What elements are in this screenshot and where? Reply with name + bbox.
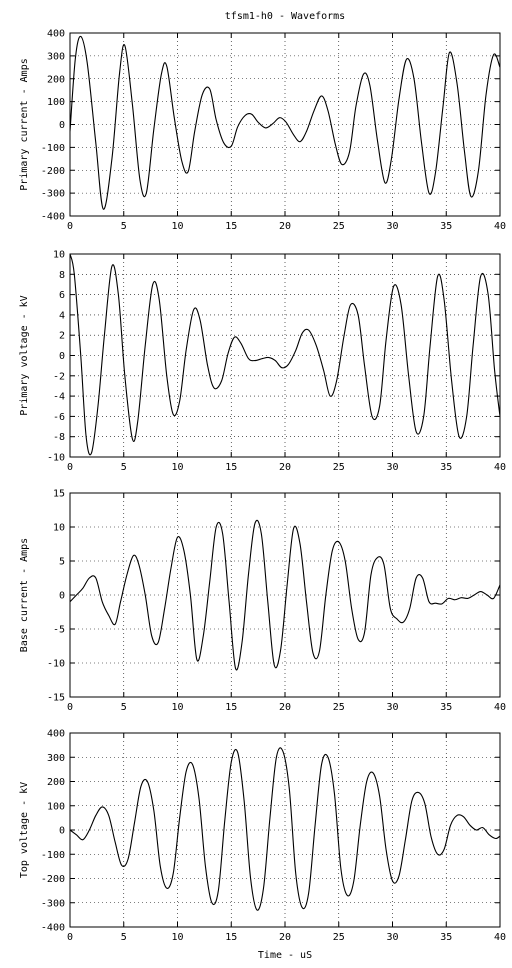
y-tick-label: 10 [53, 250, 65, 261]
y-tick-label: -10 [47, 659, 65, 670]
y-tick-label: 300 [47, 51, 65, 62]
y-tick-label: 300 [47, 753, 65, 764]
x-tick-label: 15 [225, 462, 237, 473]
x-tick-label: 15 [225, 932, 237, 943]
x-tick-label: 30 [386, 702, 398, 713]
y-tick-label: 4 [59, 310, 65, 321]
primary-voltage-kv-trace [70, 254, 500, 456]
x-tick-label: 0 [67, 702, 73, 713]
x-tick-label: 15 [225, 702, 237, 713]
x-tick-label: 25 [333, 221, 345, 232]
y-tick-label: -5 [53, 625, 65, 636]
x-tick-label: 35 [440, 932, 452, 943]
base-current-amps-panel: 0 5 10 15 20 25 30 35 40 -15 -10 -5 0 5 10 15 Base curre… [19, 489, 506, 714]
y-tick-label: 0 [59, 591, 65, 602]
x-tick-label: 10 [171, 932, 183, 943]
y-tick-label: 0 [59, 826, 65, 837]
plot-frame [69, 253, 501, 458]
y-tick-label: -6 [53, 412, 65, 423]
figure-title: tfsm1-h0 - Waveforms [225, 11, 345, 22]
y-tick-label: 100 [47, 97, 65, 108]
y-tick-label: -300 [41, 189, 65, 200]
x-tick-label: 0 [67, 462, 73, 473]
x-tick-label: 10 [171, 221, 183, 232]
x-axis-label: Time - uS [258, 950, 312, 961]
y-tick-label: -15 [47, 693, 65, 704]
x-tick-label: 30 [386, 221, 398, 232]
y-tick-label: -100 [41, 850, 65, 861]
y-tick-label: 0 [59, 351, 65, 362]
y-tick-label: 10 [53, 523, 65, 534]
x-tick-label: 35 [440, 462, 452, 473]
x-tick-label: 30 [386, 462, 398, 473]
top-voltage-kv-panel: 0 5 10 15 20 25 30 35 40 -400 -300 -200 -100 0 100 200 3… [19, 729, 506, 962]
x-tick-label: 40 [494, 221, 506, 232]
x-tick-label: 40 [494, 702, 506, 713]
x-tick-label: 25 [333, 702, 345, 713]
y-tick-label: -300 [41, 898, 65, 909]
x-tick-label: 20 [279, 462, 291, 473]
plot-frame [69, 492, 501, 698]
y-axis-label: Primary voltage - kV [19, 295, 30, 415]
x-tick-label: 30 [386, 932, 398, 943]
x-tick-label: 25 [333, 932, 345, 943]
x-tick-label: 0 [67, 221, 73, 232]
y-tick-label: -4 [53, 392, 65, 403]
x-tick-label: 15 [225, 221, 237, 232]
charts-group: 0 5 10 15 20 25 30 35 40-400-300-200-10001002003… [19, 29, 506, 962]
x-tick-label: 0 [67, 932, 73, 943]
y-tick-label: 5 [59, 557, 65, 568]
x-tick-label: 35 [440, 702, 452, 713]
y-tick-label: -200 [41, 874, 65, 885]
y-axis-label: Primary current - Amps [19, 58, 30, 190]
x-tick-label: 40 [494, 932, 506, 943]
x-tick-label: 10 [171, 462, 183, 473]
y-tick-label: 15 [53, 489, 65, 500]
primary-current-amps-trace [70, 35, 500, 210]
y-tick-label: 2 [59, 331, 65, 342]
y-tick-label: -400 [41, 212, 65, 223]
x-tick-label: 5 [121, 462, 127, 473]
x-tick-label: 5 [121, 932, 127, 943]
y-tick-label: -400 [41, 923, 65, 934]
y-tick-label: 200 [47, 74, 65, 85]
x-tick-label: 20 [279, 702, 291, 713]
y-tick-label: -2 [53, 371, 65, 382]
primary-current-amps-panel: 0 5 10 15 20 25 30 35 40 -400 -300 -200 -100 0 100 200 3… [19, 29, 506, 233]
y-tick-label: 100 [47, 801, 65, 812]
base-current-amps-trace [70, 519, 500, 671]
y-tick-label: 6 [59, 290, 65, 301]
x-tick-label: 35 [440, 221, 452, 232]
x-tick-label: 5 [121, 702, 127, 713]
y-tick-label: -200 [41, 166, 65, 177]
x-tick-label: 10 [171, 702, 183, 713]
y-tick-label: 400 [47, 729, 65, 740]
y-tick-label: 0 [59, 120, 65, 131]
x-tick-label: 20 [279, 221, 291, 232]
x-tick-label: 5 [121, 221, 127, 232]
y-tick-label: 8 [59, 270, 65, 281]
x-tick-label: 20 [279, 932, 291, 943]
top-voltage-kv-trace [70, 747, 500, 911]
primary-voltage-kv-panel: 0 5 10 15 20 25 30 35 40 -10 -8 -6 -4 -2 0 2 4 6 8 10 Primar… [19, 250, 506, 474]
y-tick-label: -8 [53, 432, 65, 443]
y-tick-label: 200 [47, 777, 65, 788]
y-tick-label: -10 [47, 453, 65, 464]
y-axis-label: Top voltage - kV [19, 782, 30, 878]
x-tick-label: 40 [494, 462, 506, 473]
y-tick-label: -100 [41, 143, 65, 154]
y-axis-label: Base current - Amps [19, 538, 30, 652]
y-tick-label: 400 [47, 29, 65, 40]
x-tick-label: 25 [333, 462, 345, 473]
